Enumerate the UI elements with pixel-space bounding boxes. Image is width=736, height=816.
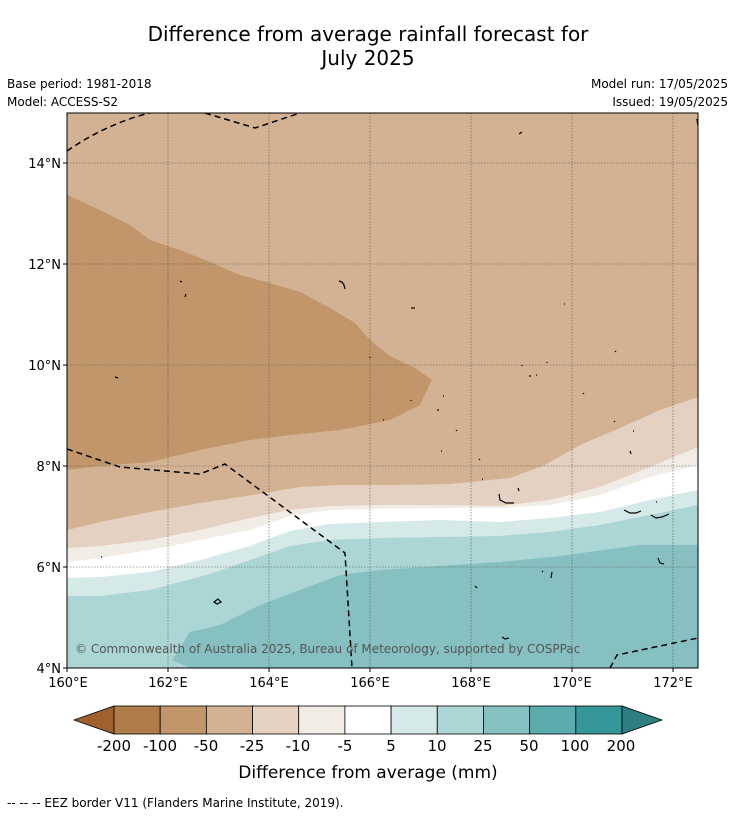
colorbar-ticks: -200 -100 -50 -25 -10 -5 5 10 25 50 100 … [97,737,635,755]
lat-label: 14°N [28,157,61,172]
colorbar-high-extend [621,705,664,735]
lat-label: 12°N [28,258,61,273]
lon-label: 166°E [350,676,390,691]
colorbar-tick: 5 [386,737,396,755]
copyright-notice: © Commonwealth of Australia 2025, Bureau… [75,642,580,656]
lat-label: 6°N [37,561,62,576]
title-line-1: Difference from average rainfall forecas… [147,22,589,46]
colorbar-cell [113,705,161,735]
model-name: Model: ACCESS-S2 [7,95,119,109]
colorbar-cell [390,705,438,735]
lon-label: 172°E [653,676,693,691]
colorbar-tick: 10 [427,737,446,755]
colorbar-tick: 200 [607,737,636,755]
colorbar-cell [344,705,392,735]
colorbar-tick: -200 [97,737,131,755]
colorbar-cell [483,705,531,735]
colorbar-cell [205,705,253,735]
colorbar-tick: -100 [143,737,177,755]
graticule [67,113,698,668]
lat-label: 4°N [37,662,62,677]
colorbar-cell [159,705,207,735]
colorbar-tick: -5 [338,737,353,755]
colorbar-tick: -50 [194,737,219,755]
lat-label: 8°N [37,460,62,475]
rainfall-map: © Commonwealth of Australia 2025, Bureau… [67,113,698,668]
lon-label: 162°E [148,676,188,691]
colorbar-cells [113,705,623,735]
colorbar-cell [575,705,623,735]
colorbar-title: Difference from average (mm) [238,763,497,783]
lat-label: 10°N [28,359,61,374]
eez-footnote: -- -- -- EEZ border V11 (Flanders Marine… [7,796,344,810]
longitude-axis: 160°E 162°E 164°E 166°E 168°E 170°E 172°… [48,668,693,691]
lon-label: 164°E [249,676,289,691]
colorbar-cell [436,705,484,735]
colorbar-cell [252,705,300,735]
colorbar: -200 -100 -50 -25 -10 -5 5 10 25 50 100 … [72,705,664,783]
meta-left: Base period: 1981-2018 Model: ACCESS-S2 [7,75,152,111]
title-line-2: July 2025 [321,46,415,70]
lon-label: 170°E [552,676,592,691]
base-period: Base period: 1981-2018 [7,77,152,91]
colorbar-cell [529,705,577,735]
meta-right: Model run: 17/05/2025 Issued: 19/05/2025 [591,75,728,111]
lon-label: 160°E [48,676,88,691]
issued-date: Issued: 19/05/2025 [612,95,728,109]
map-frame [66,112,699,669]
colorbar-tick: 25 [473,737,492,755]
colorbar-tick: -25 [240,737,265,755]
lon-label: 168°E [451,676,491,691]
colorbar-tick: 50 [519,737,538,755]
latitude-axis: 14°N 12°N 10°N 8°N 6°N 4°N [28,157,67,677]
colorbar-tick: -10 [286,737,311,755]
map-title: Difference from average rainfall forecas… [0,22,736,70]
colorbar-low-extend [72,705,115,735]
islands [101,131,670,640]
colorbar-cell [298,705,346,735]
model-run: Model run: 17/05/2025 [590,77,728,91]
colorbar-tick: 100 [561,737,590,755]
